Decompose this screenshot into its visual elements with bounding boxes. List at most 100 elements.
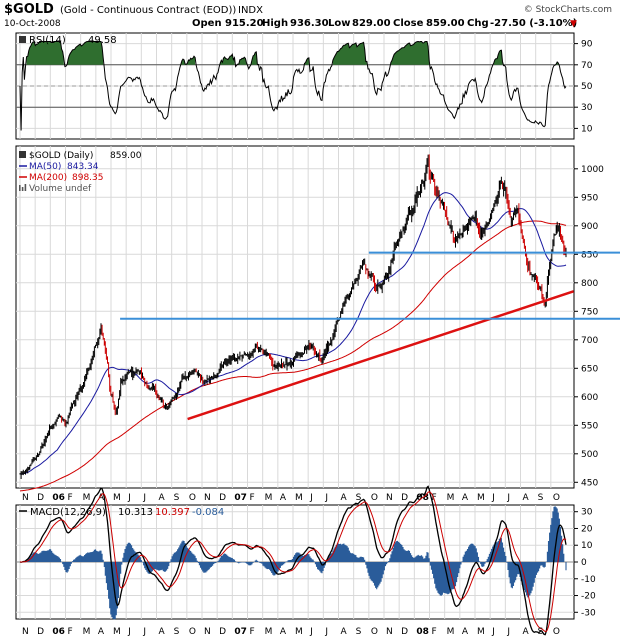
month-label: M [295,493,303,503]
rsi-overbought-area [332,42,367,65]
rsi-legend-label: RSI(14) [29,35,66,46]
price-legend: $GOLD (Daily) 859.00 MA(50) 843.34 MA(20… [19,151,142,194]
month-label: M [447,627,455,637]
month-label: A [98,493,105,503]
y-tick-label: 800 [581,279,598,289]
rsi-panel: 10 30 50 70 90 RSI(14) 49.58 [15,32,593,140]
month-label: O [371,627,378,637]
y-tick-label: 20 [581,524,593,534]
chart-date: 10-Oct-2008 [4,19,61,29]
open-label: Open [192,18,222,29]
month-label: O [189,627,196,637]
chg-down-arrow-icon: ▼ [570,19,577,29]
month-label: J [142,493,146,503]
month-label: A [159,627,166,637]
exchange: INDX [238,5,263,16]
month-label: M [83,627,91,637]
macd-panel: -30 -20 -10 0 10 20 30 MACD(12,26,9) 10.313 10… [15,485,596,636]
month-label: M [83,493,91,503]
close-value: 859.00 [426,18,465,29]
month-label: M [447,493,455,503]
month-label: M [113,627,121,637]
y-tick-label: 90 [581,40,593,50]
y-tick-label: 550 [581,421,598,431]
month-label: D [401,493,408,503]
month-label: J [127,493,131,503]
ma50-legend-label: MA(50) [29,162,61,172]
month-label: S [538,493,544,503]
macd-histogram [20,506,567,620]
y-tick-label: 700 [581,336,598,346]
high-value: 936.30 [290,18,329,29]
macd-legend-macd: 10.313 [118,507,153,518]
rsi-legend: RSI(14) 49.58 [19,35,117,46]
rsi-overbought-fill [26,41,559,65]
macd-legend-signal: 10.397 [155,507,190,518]
month-label: M [113,493,121,503]
y-tick-label: 500 [581,450,598,460]
copyright: © StockCharts.com [524,5,612,15]
y-tick-label: 600 [581,393,598,403]
y-tick-label: 1000 [581,165,604,175]
chg-label: Chg [467,18,489,29]
y-tick-label: 450 [581,478,598,488]
y-tick-label: -10 [581,575,596,585]
rsi-line [19,40,567,131]
rsi-overbought-area [26,41,64,65]
price-panel: 450 500 550 600 650 700 750 800 850 900 950 1000 $G… [15,145,620,492]
month-label: F [68,627,73,637]
month-label: J [324,493,328,503]
price-legend-label: $GOLD (Daily) [29,151,93,161]
month-label: A [462,627,469,637]
y-tick-label: 30 [581,103,593,113]
y-tick-label: 10 [581,541,593,551]
month-label: M [477,493,485,503]
price-frame [15,145,575,489]
month-label: N [204,627,211,637]
month-label: S [174,627,180,637]
month-label: S [538,627,544,637]
price-legend-value: 859.00 [110,151,142,161]
volume-legend-icon [19,184,27,191]
ma200-legend-value: 898.35 [72,173,104,183]
month-label: J [309,627,313,637]
month-label: A [341,493,348,503]
y-tick-label: 950 [581,193,598,203]
rsi-overbought-area [237,57,247,65]
y-tick-label: 10 [581,124,593,134]
y-tick-label: 30 [581,508,593,518]
macd-legend-label: MACD(12,26,9) [30,507,106,518]
month-label: N [386,493,393,503]
month-label: S [174,493,180,503]
price-legend-swatch [19,151,26,158]
month-label: M [265,493,273,503]
month-label: A [159,493,166,503]
month-label: J [127,627,131,637]
month-label: A [98,627,105,637]
macd-signal-line [20,491,567,633]
price-down-bars [61,154,566,427]
year-label: 06 [52,493,65,503]
rsi-grid [16,33,574,139]
y-tick-label: 70 [581,61,593,71]
month-label: O [553,627,560,637]
macd-histogram-bars [20,506,567,620]
month-label: A [280,627,287,637]
volume-legend-label: Volume undef [29,184,92,194]
time-axis-macd: N D 06 F M A M J J A S O N D 07 F M A M J J A S O N D 08 F M A M J J A S O [22,627,560,637]
month-label: M [265,627,273,637]
month-label: D [37,627,44,637]
rsi-overbought-area [390,41,430,65]
y-tick-label: 650 [581,364,598,374]
y-tick-label: 850 [581,250,598,260]
month-label: F [250,627,255,637]
month-label: A [341,627,348,637]
month-label: O [371,493,378,503]
low-label: Low [328,18,350,29]
rsi-overbought-area [493,50,503,65]
month-label: N [22,493,29,503]
month-label: F [68,493,73,503]
year-label: 06 [52,627,65,637]
month-label: D [219,493,226,503]
symbol: $GOLD [4,2,54,17]
